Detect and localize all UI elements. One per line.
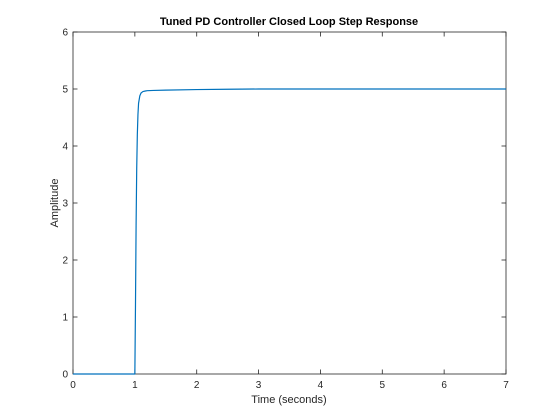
series-layer bbox=[73, 88, 506, 375]
y-tick-label: 1 bbox=[62, 313, 68, 324]
x-axis-ticks: 0 1 2 3 4 5 6 7 bbox=[70, 32, 509, 391]
y-tick-label: 4 bbox=[62, 142, 68, 153]
y-tick-label: 3 bbox=[62, 199, 68, 210]
step-response-line bbox=[73, 88, 506, 375]
chart-title: Tuned PD Controller Closed Loop Step Res… bbox=[160, 16, 418, 28]
x-tick-label: 7 bbox=[503, 380, 509, 391]
y-tick-label: 2 bbox=[62, 256, 68, 267]
axes-frame bbox=[72, 31, 507, 375]
x-tick-label: 0 bbox=[70, 380, 76, 391]
y-axis-ticks: 0 1 2 3 4 5 6 bbox=[62, 28, 506, 381]
x-axis-label: Time (seconds) bbox=[251, 394, 326, 406]
x-tick-label: 3 bbox=[256, 380, 262, 391]
x-tick-label: 4 bbox=[318, 380, 324, 391]
y-tick-label: 0 bbox=[62, 370, 68, 381]
y-axis-label: Amplitude bbox=[49, 179, 61, 228]
x-tick-label: 6 bbox=[441, 380, 447, 391]
y-tick-label: 5 bbox=[62, 85, 68, 96]
x-tick-label: 1 bbox=[132, 380, 138, 391]
y-tick-label: 6 bbox=[62, 28, 68, 39]
plot-area: 0 1 2 3 4 5 6 0 1 2 3 4 5 6 7 bbox=[62, 28, 509, 392]
x-tick-label: 2 bbox=[194, 380, 200, 391]
x-tick-label: 5 bbox=[380, 380, 386, 391]
